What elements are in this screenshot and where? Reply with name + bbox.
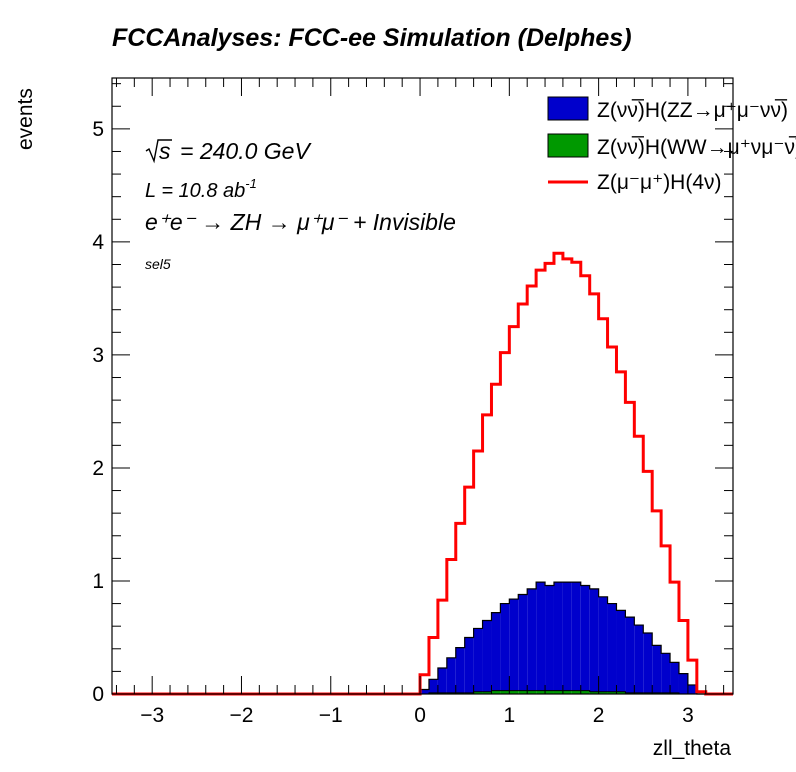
x-tick-label: 3 xyxy=(682,704,694,727)
bar-zz xyxy=(625,617,635,693)
zz-outline xyxy=(112,581,733,695)
bar-zz xyxy=(437,668,447,693)
bar-zz xyxy=(509,599,519,691)
y-tick-label: 4 xyxy=(92,231,104,254)
bar-zz xyxy=(571,582,581,691)
bar-zz xyxy=(482,620,492,692)
bar-zz xyxy=(527,588,537,691)
bar-ww xyxy=(589,691,599,694)
y-tick-label: 3 xyxy=(92,344,104,367)
stacked-fills xyxy=(112,581,733,695)
bar-zz xyxy=(491,612,501,691)
bar-zz xyxy=(607,603,617,692)
bar-ww xyxy=(553,690,563,694)
bar-zz xyxy=(553,582,563,691)
y-tick-label: 1 xyxy=(92,570,104,593)
bar-zz xyxy=(670,662,679,693)
bar-zz xyxy=(500,603,510,691)
bar-zz xyxy=(634,625,644,693)
x-tick-label: 1 xyxy=(503,704,515,727)
legend-label-signal: Z(μ⁻μ⁺)H(4ν) xyxy=(597,171,722,194)
bar-zz xyxy=(652,645,662,693)
bar-zz xyxy=(643,632,653,693)
y-tick-label: 0 xyxy=(92,683,104,706)
bar-zz xyxy=(464,637,474,693)
bar-ww xyxy=(598,691,608,694)
bar-ww xyxy=(491,690,501,694)
bar-zz xyxy=(545,585,554,691)
process-annotation: e⁺e⁻ → ZH → μ⁺μ⁻ + Invisible xyxy=(145,209,456,235)
selection-annotation: sel5 xyxy=(145,256,171,272)
bar-zz xyxy=(420,689,429,694)
bar-ww xyxy=(482,691,492,694)
bar-ww xyxy=(536,690,546,694)
signal-step-line xyxy=(112,251,733,696)
signal-line xyxy=(112,251,733,696)
bar-ww xyxy=(500,690,510,694)
bar-ww xyxy=(616,691,626,694)
chart-title: FCCAnalyses: FCC-ee Simulation (Delphes) xyxy=(112,24,632,52)
bar-zz xyxy=(678,673,688,694)
sqrt-symbol xyxy=(145,139,172,164)
bar-zz xyxy=(661,653,671,693)
legend-label-ww: Z(νν̅)H(WW→μ⁺νμ⁻ν̅) xyxy=(597,136,796,159)
bar-zz xyxy=(616,610,626,692)
bar-zz xyxy=(598,596,608,692)
bar-ww xyxy=(562,690,572,694)
bar-zz xyxy=(536,582,546,691)
bar-ww xyxy=(607,691,617,694)
sqrt-s-symbol: s xyxy=(159,138,171,164)
bar-zz xyxy=(562,582,572,691)
y-axis-label: events xyxy=(14,88,37,150)
legend: Z(νν̅)H(ZZ→μ⁺μ⁻νν̅) Z(νν̅)H(WW→μ⁺νμ⁻ν̅) … xyxy=(547,96,796,194)
bar-ww xyxy=(580,690,590,694)
bar-ww xyxy=(518,690,528,694)
x-tick-label: −2 xyxy=(229,704,253,727)
bar-ww xyxy=(509,690,519,694)
x-axis-label: zll_theta xyxy=(653,737,732,760)
x-tick-label: −3 xyxy=(140,704,164,727)
bar-ww xyxy=(527,690,537,694)
legend-label-zz: Z(νν̅)H(ZZ→μ⁺μ⁻νν̅) xyxy=(597,99,788,122)
bar-zz xyxy=(428,679,438,693)
plot-frame xyxy=(111,77,734,695)
x-tick-label: 2 xyxy=(593,704,605,727)
legend-swatch-ww xyxy=(547,133,589,158)
bar-zz xyxy=(473,628,483,692)
lumi-annotation: L = 10.8 ab-1 xyxy=(145,176,257,202)
sqrt-s-annotation: = 240.0 GeV xyxy=(180,138,312,164)
bar-zz xyxy=(589,588,599,692)
y-tick-label: 5 xyxy=(92,118,104,141)
bar-zz xyxy=(580,585,590,691)
legend-swatch-zz xyxy=(547,96,589,121)
bar-ww xyxy=(545,690,554,694)
bar-ww xyxy=(473,691,483,694)
annotations: s = 240.0 GeV L = 10.8 ab-1 e⁺e⁻ → ZH → … xyxy=(145,138,456,272)
bar-zz xyxy=(687,684,697,694)
y-tick-label: 2 xyxy=(92,457,104,480)
bar-ww xyxy=(571,690,581,694)
bar-zz xyxy=(518,594,528,691)
bar-zz xyxy=(455,647,465,693)
bar-zz xyxy=(446,657,456,693)
x-tick-label: −1 xyxy=(319,704,343,727)
x-tick-label: 0 xyxy=(414,704,426,727)
axes: −3 −2 −1 0 1 2 3 0 1 2 3 4 5 xyxy=(92,77,734,727)
